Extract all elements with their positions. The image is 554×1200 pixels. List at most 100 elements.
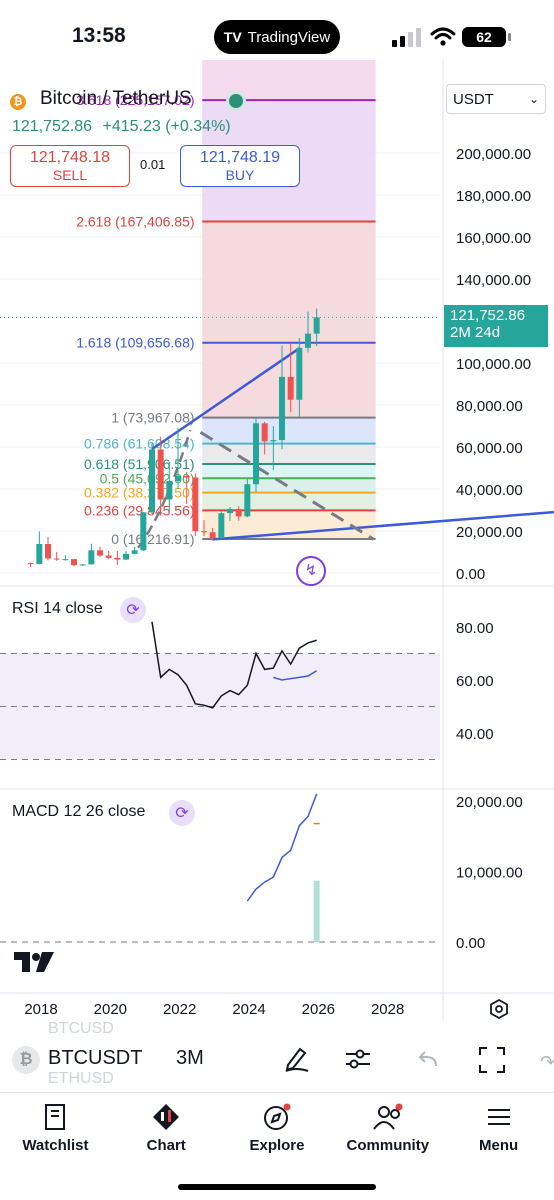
- market-open-icon: [226, 91, 246, 111]
- undo-icon[interactable]: [418, 1050, 440, 1070]
- candle: [235, 508, 242, 517]
- candle: [183, 475, 190, 478]
- rsi-line: [151, 621, 317, 709]
- macd-axis-label: 20,000.00: [456, 794, 523, 811]
- signal-icon: [392, 28, 421, 47]
- fib-level-label: 3.618 (225,157.02): [76, 92, 194, 108]
- macd-axis-label: 10,000.00: [456, 865, 523, 882]
- macd-axis-label: 0.00: [456, 935, 485, 952]
- fib-level-label: 0.618 (51,906.51): [84, 456, 195, 472]
- time-axis-label: 2020: [94, 1001, 127, 1018]
- rsi-label[interactable]: RSI 14 close: [12, 600, 103, 617]
- candle: [287, 376, 294, 400]
- tab-menu-label: Menu: [479, 1137, 519, 1154]
- candle: [227, 508, 233, 514]
- settings-hex-icon[interactable]: [488, 998, 510, 1020]
- rsi-axis-label: 40.00: [456, 726, 494, 743]
- time-axis-label: 2026: [302, 1001, 335, 1018]
- fib-zone: [202, 443, 376, 464]
- candle: [97, 550, 103, 556]
- rsi-refresh-icon[interactable]: ⟳: [120, 597, 146, 623]
- price-axis-label: 160,000.00: [456, 230, 531, 247]
- tab-watchlist[interactable]: Watchlist: [0, 1093, 111, 1163]
- candle: [79, 564, 86, 566]
- currency-select[interactable]: USDT ⌄: [446, 84, 546, 114]
- sell-button[interactable]: 121,748.18 SELL: [10, 145, 130, 187]
- tab-chart[interactable]: Chart: [111, 1093, 222, 1163]
- fullscreen-icon[interactable]: [478, 1046, 506, 1074]
- home-indicator: [178, 1184, 376, 1190]
- fib-level-label: 1.618 (109,656.68): [76, 335, 194, 351]
- chevron-down-icon: ⌄: [528, 92, 539, 106]
- tradingview-watermark-icon: [14, 952, 54, 972]
- projection-line: [199, 431, 375, 541]
- price-axis-label: 100,000.00: [456, 356, 531, 373]
- candle: [166, 481, 173, 500]
- tab-menu[interactable]: Menu: [443, 1093, 554, 1163]
- symbol-title[interactable]: Bitcoin / TetherUS: [40, 88, 192, 109]
- candle: [27, 563, 34, 565]
- battery-nub: [508, 33, 511, 41]
- candle: [53, 558, 60, 560]
- price-axis-label: 180,000.00: [456, 188, 531, 205]
- chart-canvas[interactable]: 3.618 (225,157.02) 2.618 (167,406.85) 1.61…: [0, 60, 554, 1060]
- redo-icon-partial[interactable]: ↷: [540, 1052, 554, 1070]
- fib-zone: [202, 463, 376, 479]
- indicators-sliders-icon[interactable]: [344, 1046, 372, 1072]
- symbol-selector[interactable]: BTCUSDT: [48, 1047, 143, 1069]
- buy-price: 121,748.19: [199, 149, 281, 166]
- price-tag-value: 121,752.86: [450, 307, 526, 324]
- candle: [114, 557, 121, 560]
- bottom-tab-bar: Watchlist Chart Explore Community Me: [0, 1092, 554, 1163]
- price-axis-label: 200,000.00: [456, 146, 531, 163]
- last-price-tag: 121,752.86 2M 24d: [444, 305, 548, 347]
- price-axis-label: 40,000.00: [456, 482, 523, 499]
- book-icon: [45, 1104, 66, 1130]
- candle: [140, 512, 147, 551]
- tab-watchlist-label: Watchlist: [22, 1137, 89, 1154]
- candles-icon: [153, 1104, 180, 1130]
- ghost-symbol-top: BTCUSD: [48, 1020, 114, 1037]
- buy-button[interactable]: 121,748.19 BUY: [180, 145, 300, 187]
- fib-level-label: 2.618 (167,406.85): [76, 213, 194, 229]
- battery-indicator: 62: [462, 27, 506, 47]
- price-axis-label: 80,000.00: [456, 398, 523, 415]
- candle: [201, 531, 207, 533]
- candle: [36, 544, 43, 564]
- candle: [88, 550, 95, 565]
- ghost-symbol-bottom: ETHUSD: [48, 1070, 114, 1087]
- buy-label: BUY: [225, 167, 255, 183]
- trend-line: [212, 510, 554, 541]
- macd-histogram-bar: [313, 880, 320, 942]
- macd-label[interactable]: MACD 12 26 close: [12, 803, 146, 820]
- tab-explore-label: Explore: [249, 1137, 305, 1154]
- candle: [192, 477, 199, 532]
- candle: [62, 559, 69, 561]
- drawing-pen-icon[interactable]: [284, 1045, 310, 1073]
- lightning-icon[interactable]: ↯: [296, 556, 326, 586]
- hamburger-icon: [487, 1109, 510, 1125]
- price-tag-countdown: 2M 24d: [450, 324, 501, 341]
- price-axis-label: 60,000.00: [456, 440, 523, 457]
- wifi-icon: [430, 27, 456, 46]
- spread-value: 0.01: [140, 157, 166, 172]
- tab-community[interactable]: Community: [332, 1093, 443, 1163]
- quote-line: 121,752.86 +415.23 (+0.34%): [12, 118, 231, 136]
- fib-level-label: 0 (16,216.91): [111, 531, 194, 547]
- bitcoin-icon: ₿: [10, 94, 26, 110]
- tab-community-label: Community: [346, 1137, 430, 1154]
- compass-icon: [263, 1103, 291, 1130]
- dynamic-island-app: TradingView: [247, 28, 331, 46]
- candle: [296, 347, 303, 400]
- fib-zone: [202, 417, 376, 444]
- candle: [279, 376, 285, 441]
- price-change: +415.23 (+0.34%): [102, 118, 231, 135]
- fib-zone: [202, 478, 376, 493]
- candle: [71, 559, 77, 566]
- interval-selector[interactable]: 3M: [176, 1047, 204, 1069]
- macd-refresh-icon[interactable]: ⟳: [169, 800, 195, 826]
- tab-explore[interactable]: Explore: [222, 1093, 333, 1163]
- fib-level-label: 1 (73,967.08): [111, 410, 194, 426]
- rsi-axis-label: 60.00: [456, 673, 494, 690]
- time-axis-label: 2018: [24, 1001, 57, 1018]
